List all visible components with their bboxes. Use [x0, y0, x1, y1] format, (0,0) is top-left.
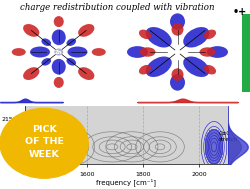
Ellipse shape [54, 77, 64, 88]
Ellipse shape [207, 46, 228, 58]
Ellipse shape [78, 24, 94, 37]
Ellipse shape [54, 49, 63, 56]
Ellipse shape [139, 29, 151, 39]
Circle shape [0, 108, 88, 178]
Ellipse shape [23, 67, 40, 80]
Ellipse shape [23, 24, 40, 37]
Ellipse shape [139, 65, 151, 74]
Ellipse shape [146, 27, 172, 47]
Ellipse shape [200, 47, 216, 57]
Ellipse shape [68, 46, 87, 57]
Text: C≡C
stretch: C≡C stretch [218, 131, 238, 142]
Ellipse shape [52, 59, 66, 75]
Ellipse shape [204, 29, 216, 39]
X-axis label: frequency [cm⁻¹]: frequency [cm⁻¹] [96, 178, 156, 186]
Ellipse shape [172, 68, 183, 81]
Bar [242, 14, 250, 92]
Text: charge redistribution coupled with vibration: charge redistribution coupled with vibra… [20, 3, 215, 12]
Ellipse shape [170, 13, 185, 30]
Text: •+: •+ [233, 7, 247, 17]
Ellipse shape [42, 58, 51, 66]
Text: PICK
OF THE
WEEK: PICK OF THE WEEK [24, 125, 64, 159]
Ellipse shape [42, 38, 51, 46]
Ellipse shape [172, 23, 183, 36]
Ellipse shape [66, 58, 76, 66]
Ellipse shape [146, 57, 172, 77]
Ellipse shape [204, 65, 216, 74]
Ellipse shape [92, 48, 106, 56]
Ellipse shape [127, 46, 148, 58]
Text: Zn: Zn [55, 50, 62, 54]
Ellipse shape [30, 46, 50, 57]
Ellipse shape [66, 38, 76, 46]
Ellipse shape [78, 67, 94, 80]
Ellipse shape [12, 48, 26, 56]
Ellipse shape [183, 57, 209, 77]
Ellipse shape [170, 74, 185, 91]
Ellipse shape [183, 27, 209, 47]
Ellipse shape [54, 16, 64, 27]
Ellipse shape [140, 47, 156, 57]
Ellipse shape [52, 29, 66, 45]
